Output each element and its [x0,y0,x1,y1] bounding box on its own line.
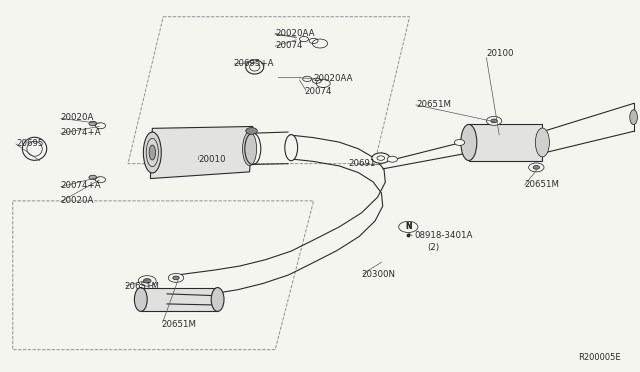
Polygon shape [468,124,543,161]
Ellipse shape [22,137,47,160]
Text: 20074+A: 20074+A [61,182,101,190]
Ellipse shape [211,288,224,311]
Circle shape [491,119,497,123]
Polygon shape [150,126,253,179]
Ellipse shape [243,132,257,166]
Ellipse shape [285,135,298,161]
Text: 20010: 20010 [198,155,226,164]
Circle shape [173,276,179,280]
Text: 20651M: 20651M [525,180,560,189]
Text: 08918-3401A: 08918-3401A [415,231,473,240]
Circle shape [168,273,184,282]
Circle shape [533,166,540,169]
Circle shape [89,121,97,126]
Text: 20651M: 20651M [416,100,451,109]
Text: (2): (2) [428,243,440,252]
Circle shape [138,276,156,286]
Text: N: N [405,222,412,231]
Text: 20020AA: 20020AA [314,74,353,83]
Ellipse shape [143,132,161,173]
Text: 20651M: 20651M [125,282,160,291]
Ellipse shape [246,60,264,74]
Text: 20651M: 20651M [161,320,196,329]
Circle shape [529,163,544,172]
Polygon shape [141,288,218,311]
Ellipse shape [535,128,549,157]
Circle shape [377,156,385,160]
Circle shape [387,156,397,162]
Text: 20074+A: 20074+A [61,128,101,137]
Text: 20020A: 20020A [61,113,94,122]
Ellipse shape [461,124,477,161]
Circle shape [246,128,257,134]
Text: 20691: 20691 [349,159,376,168]
Polygon shape [13,201,314,350]
Circle shape [143,279,151,283]
Text: 20020AA: 20020AA [275,29,315,38]
Ellipse shape [149,145,156,160]
Text: 20074: 20074 [275,41,303,50]
Text: 20100: 20100 [486,49,514,58]
Circle shape [372,153,390,163]
Text: 20020A: 20020A [61,196,94,205]
Circle shape [454,140,465,145]
Text: 20074: 20074 [304,87,332,96]
Text: N: N [405,222,412,231]
Text: 20300N: 20300N [362,270,396,279]
Text: R200005E: R200005E [578,353,621,362]
Ellipse shape [134,288,147,311]
Circle shape [399,221,418,232]
Polygon shape [128,17,410,164]
Text: 20695+A: 20695+A [234,59,274,68]
Circle shape [486,116,502,125]
Circle shape [89,175,97,180]
Text: 20695: 20695 [16,139,44,148]
Ellipse shape [630,110,637,125]
